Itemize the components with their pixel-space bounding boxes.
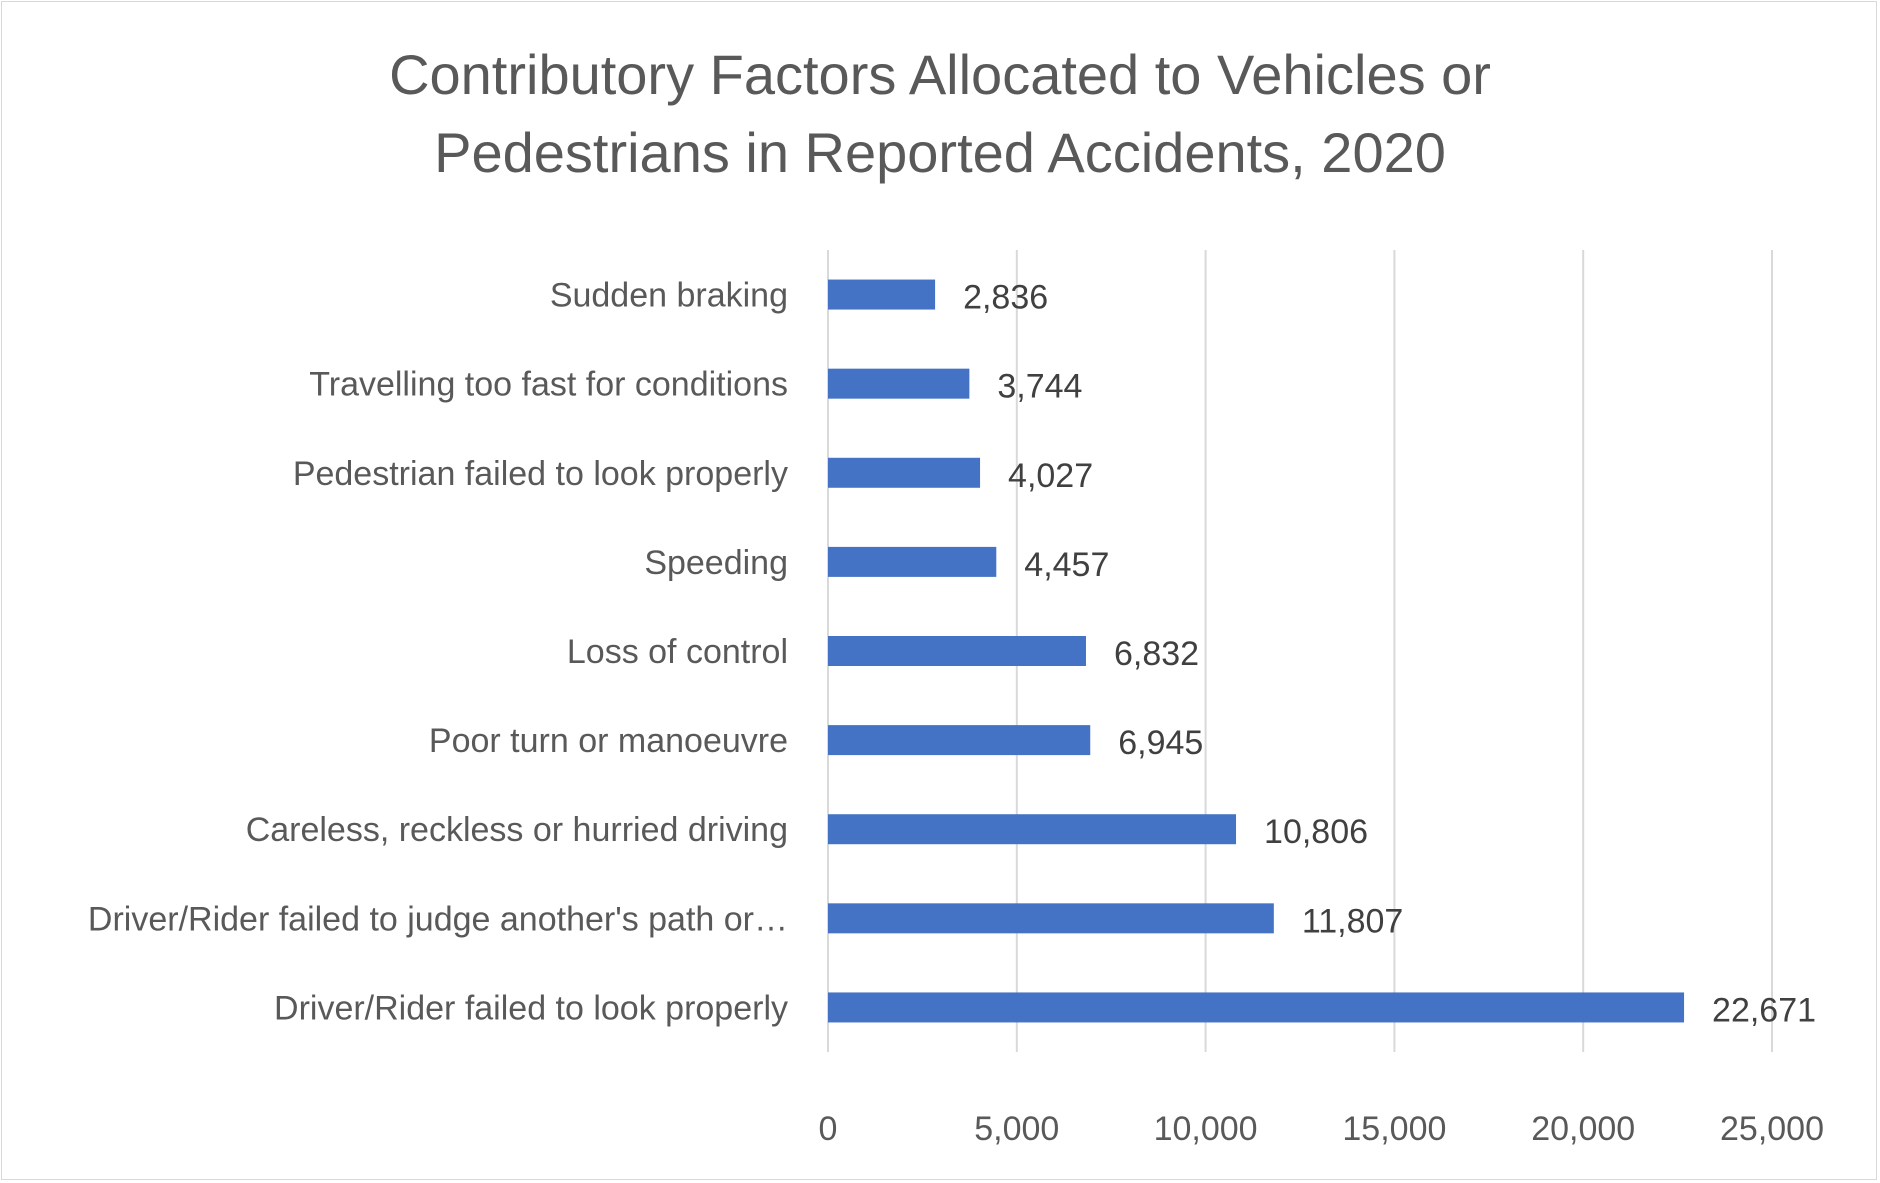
category-label-0: Sudden braking — [550, 277, 788, 315]
bar-1 — [828, 368, 970, 399]
bar-4 — [828, 636, 1086, 666]
bar-0 — [828, 279, 936, 310]
data-label-1: 3,744 — [997, 368, 1082, 406]
category-label-8: Driver/Rider failed to look properly — [274, 989, 788, 1027]
bar-5 — [828, 725, 1091, 756]
category-label-6: Careless, reckless or hurried driving — [246, 811, 788, 849]
data-label-3: 4,457 — [1024, 546, 1109, 584]
category-label-1: Travelling too fast for conditions — [309, 366, 788, 404]
x-tick-label-0: 0 — [819, 1110, 838, 1148]
data-label-6: 10,806 — [1264, 813, 1368, 851]
x-tick-label-5: 25,000 — [1720, 1110, 1824, 1148]
chart-title-line-2: Pedestrians in Reported Accidents, 2020 — [434, 121, 1446, 184]
x-tick-label-3: 15,000 — [1342, 1110, 1446, 1148]
data-label-5: 6,945 — [1118, 724, 1203, 762]
x-tick-label-2: 10,000 — [1154, 1110, 1258, 1148]
category-label-2: Pedestrian failed to look properly — [293, 455, 788, 493]
bar-2 — [828, 457, 981, 488]
bars — [828, 279, 1685, 1023]
data-label-7: 11,807 — [1302, 902, 1403, 940]
category-label-5: Poor turn or manoeuvre — [429, 722, 788, 760]
category-label-7: Driver/Rider failed to judge another's p… — [88, 900, 788, 938]
category-label-4: Loss of control — [567, 633, 788, 671]
x-tick-label-4: 20,000 — [1531, 1110, 1635, 1148]
data-label-4: 6,832 — [1114, 635, 1199, 673]
bar-6 — [828, 814, 1237, 845]
data-label-2: 4,027 — [1008, 457, 1093, 495]
chart-title: Contributory Factors Allocated to Vehicl… — [0, 36, 1880, 192]
bar-7 — [828, 903, 1274, 934]
category-labels: Sudden braking Travelling too fast for co… — [88, 277, 788, 1028]
category-label-3: Speeding — [644, 544, 788, 582]
bar-3 — [828, 546, 997, 577]
x-tick-label-1: 5,000 — [974, 1110, 1059, 1148]
data-label-0: 2,836 — [963, 279, 1048, 317]
data-labels: 2,836 3,744 4,027 4,457 6,832 6,945 10,806 11,8… — [963, 279, 1816, 1030]
x-axis-tick-labels: 0 5,000 10,000 15,000 20,000 25,000 — [819, 1110, 1824, 1148]
bar-8 — [828, 992, 1685, 1023]
data-label-8: 22,671 — [1712, 991, 1816, 1029]
chart-title-line-1: Contributory Factors Allocated to Vehicl… — [389, 43, 1491, 106]
